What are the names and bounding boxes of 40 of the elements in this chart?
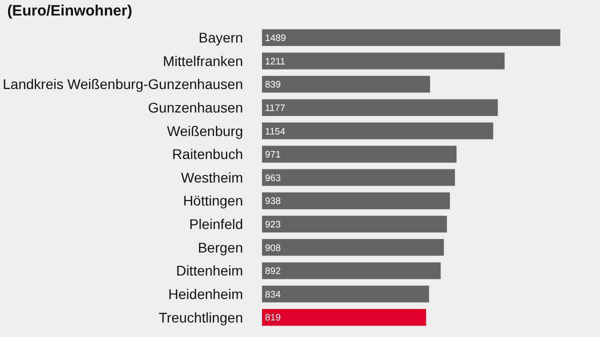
y-tick-label: Treuchtlingen [158,309,243,326]
text: (Euro/Einwohner) [7,2,132,20]
data-label: 923 [265,218,281,230]
data-label: 839 [265,78,281,90]
bar [262,239,444,256]
bar [262,99,498,116]
bar [262,146,457,163]
y-tick-label: Bergen [198,239,243,256]
data-label: 892 [265,265,281,276]
bar [262,29,560,46]
data-label: 938 [265,195,281,206]
y-tick-label: Heidenheim [168,286,243,302]
y-tick-label: Weißenburg [166,122,243,139]
y-tick-label: Gunzenhausen [148,99,243,116]
bar [262,216,447,233]
bar [262,52,505,70]
data-label: 908 [265,242,281,253]
y-tick-label: Pleinfeld [189,216,243,232]
bar [262,76,430,93]
data-label: 819 [265,312,281,323]
bar [262,286,430,302]
y-tick-label: Landkreis Weißenburg-Gunzenhausen [2,76,243,92]
data-label: 1154 [265,125,286,136]
y-tick-label: Höttingen [183,192,243,209]
y-tick-label: Mittelfranken [162,52,243,69]
bar [262,169,455,186]
bar [262,308,426,326]
y-tick-label: Westheim [181,169,243,186]
data-label: 1489 [265,32,286,44]
bar [262,192,450,210]
data-label: 1211 [265,55,286,66]
y-tick-label: Bayern [198,30,243,46]
bar [262,122,494,140]
data-label: 963 [265,172,281,183]
y-tick-label: Dittenheim [176,262,243,279]
y-tick-label: Raitenbuch [172,146,243,162]
data-label: 834 [265,288,281,300]
data-label: 971 [265,148,281,160]
data-label: 1177 [265,102,286,113]
bar [262,262,441,280]
